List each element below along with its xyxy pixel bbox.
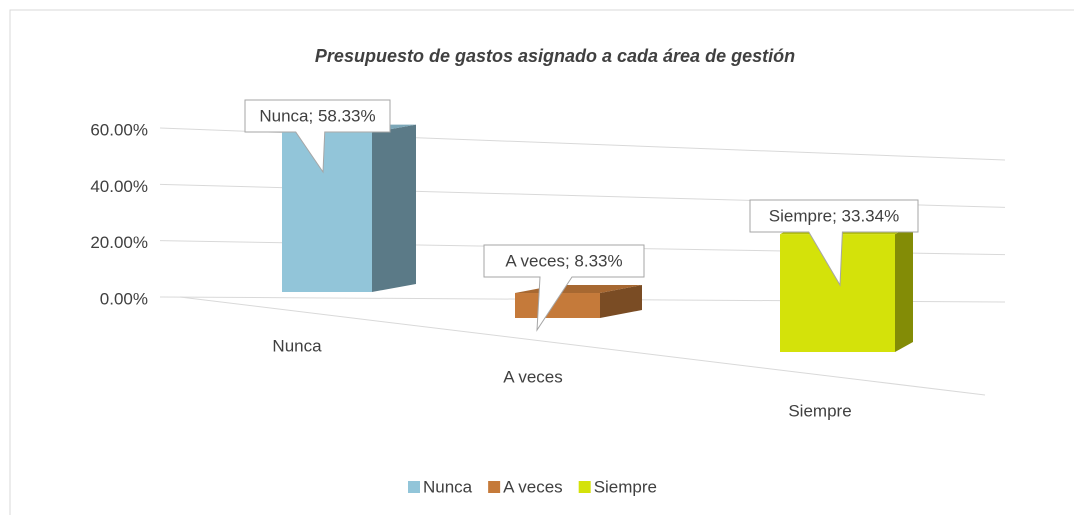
bar-side [372,124,416,292]
data-label: A veces; 8.33% [505,251,622,270]
y-tick-label: 60.00% [90,120,148,139]
legend-label: Siempre [594,477,657,496]
legend-label: Nunca [423,477,473,496]
x-tick-label: Nunca [272,336,322,355]
x-tick-label: Siempre [788,401,851,420]
legend-swatch [578,481,591,493]
data-label: Nunca; 58.33% [259,106,375,125]
y-tick-label: 20.00% [90,233,148,252]
chart-title: Presupuesto de gastos asignado a cada ár… [315,46,795,66]
callout-box [244,99,391,174]
bar-side [600,285,642,318]
bar-side [895,224,913,352]
floor-edge [179,296,986,396]
legend-swatch [488,481,501,493]
data-label: Siempre; 33.34% [769,206,899,225]
legend-swatch [408,481,420,493]
legend-label: A veces [503,477,563,496]
y-tick-label: 0.00% [100,289,148,308]
bar [282,132,372,292]
callout-box [483,244,645,332]
y-tick-label: 40.00% [90,177,148,196]
x-tick-label: A veces [503,367,563,386]
callout-box [749,199,919,287]
